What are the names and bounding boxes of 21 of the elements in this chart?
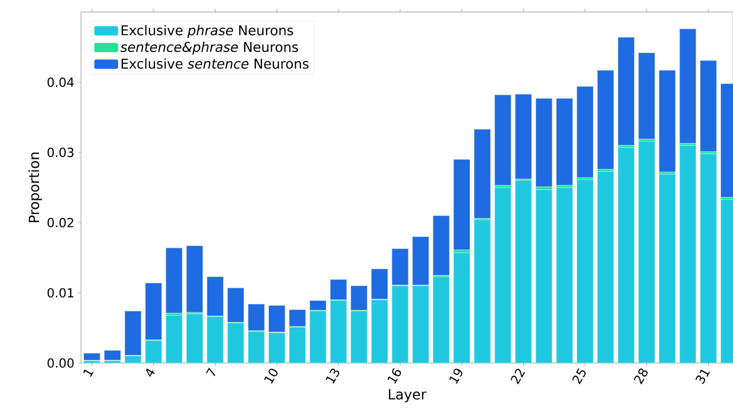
legend-label: Exclusive sentence Neurons xyxy=(122,58,309,69)
x-tick-label: 31 xyxy=(696,370,710,384)
y-tick-label: 0.03 xyxy=(48,148,74,158)
x-tick-label: 22 xyxy=(510,368,526,384)
legend-label: sentence&phrase Neurons xyxy=(120,42,298,55)
x-tick-label: 4 xyxy=(146,368,155,377)
y-axis-title: Proportion xyxy=(28,152,42,222)
x-tick-label: 19 xyxy=(449,368,462,384)
y-tick-label: 0.01 xyxy=(48,288,74,298)
x-axis-title: Layer xyxy=(388,389,426,402)
x-tick-label: 28 xyxy=(634,368,648,384)
y-tick-label: 0.00 xyxy=(48,358,74,368)
x-tick-label: 7 xyxy=(206,368,216,376)
x-tick-label: 10 xyxy=(264,368,278,384)
x-tick-label: 25 xyxy=(572,368,586,384)
y-tick-label: 0.02 xyxy=(48,218,74,228)
y-tick-label: 0.04 xyxy=(48,77,74,87)
x-tick-label: 13 xyxy=(326,368,340,384)
legend-label: Exclusive phrase Neurons xyxy=(122,24,294,38)
x-tick-label: 16 xyxy=(388,368,401,384)
x-tick-label: 1 xyxy=(83,370,94,377)
